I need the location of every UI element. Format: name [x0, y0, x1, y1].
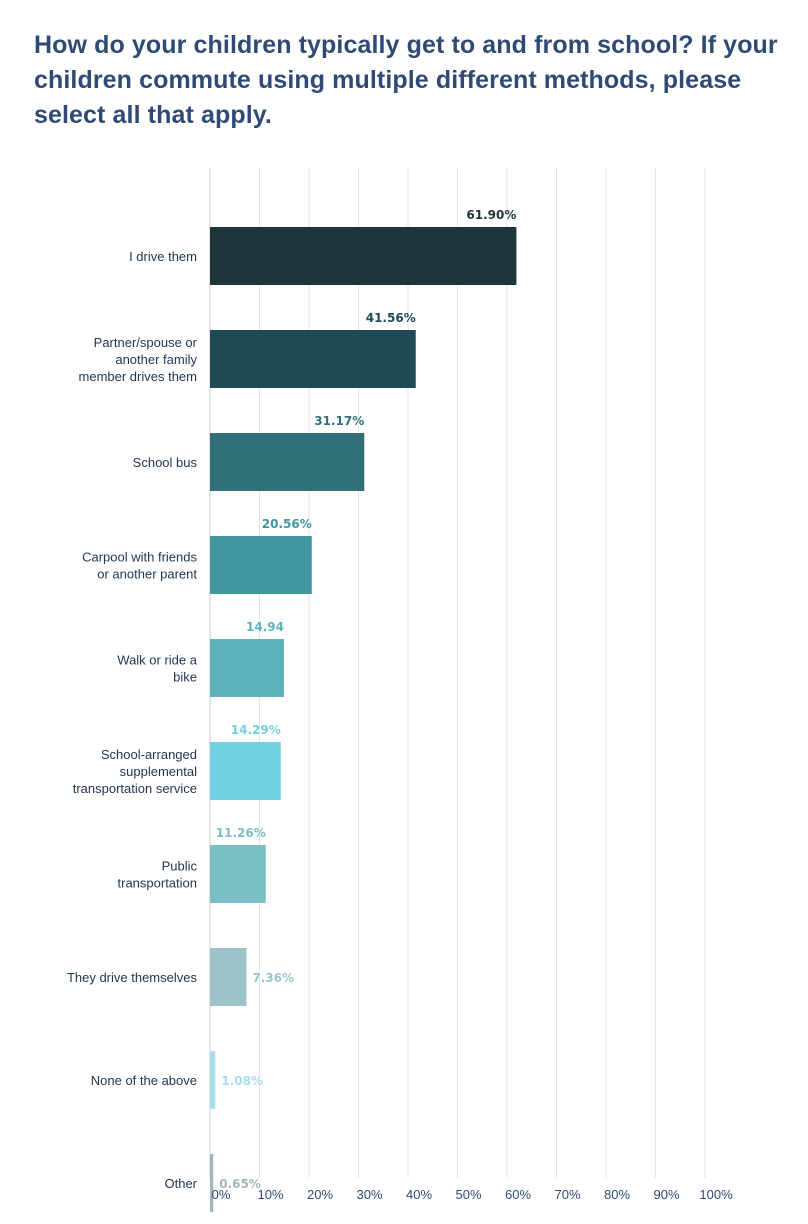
category-label: Carpool with friends or another parent	[82, 550, 197, 582]
value-label: 1.08%	[221, 1074, 263, 1088]
bar	[210, 845, 266, 903]
x-tick-label: 60%	[505, 1187, 531, 1202]
category-label: Walk or ride a bike	[117, 653, 197, 685]
bar	[210, 227, 517, 285]
category-label-line: Walk or ride a	[117, 653, 197, 668]
category-label: Public transportation	[118, 859, 198, 891]
bar	[210, 948, 247, 1006]
value-label: 0.65%	[219, 1177, 261, 1191]
bars	[210, 227, 517, 1212]
bar	[210, 330, 416, 388]
category-label-line: supplemental	[120, 764, 197, 779]
x-tick-label: 100%	[699, 1187, 733, 1202]
x-axis-ticks: 0% 10% 20% 30% 40% 50% 60% 70% 80% 90% 100%	[212, 1187, 733, 1202]
x-tick-label: 40%	[406, 1187, 432, 1202]
category-label-line: or another parent	[97, 567, 197, 582]
category-label-line: I drive them	[129, 249, 197, 264]
value-label: 14.29%	[231, 723, 281, 737]
category-label: None of the above	[91, 1073, 197, 1088]
category-label-line: transportation service	[73, 781, 197, 796]
x-tick-label: 50%	[455, 1187, 481, 1202]
category-label-line: bike	[173, 670, 197, 685]
value-label: 61.90%	[466, 208, 516, 222]
x-tick-label: 30%	[356, 1187, 382, 1202]
value-labels: 61.90% 41.56% 31.17% 20.56% 14.94 14.29% 11.26…	[216, 208, 517, 1191]
value-label: 7.36%	[252, 971, 294, 985]
category-label-line: School bus	[133, 455, 198, 470]
value-label: 41.56%	[366, 311, 416, 325]
category-labels: I drive them Partner/spouse or another fam…	[67, 249, 198, 1191]
category-label: I drive them	[129, 249, 197, 264]
category-label-line: None of the above	[91, 1073, 197, 1088]
bar	[210, 1051, 216, 1109]
value-label: 11.26%	[216, 826, 266, 840]
value-label: 31.17%	[314, 414, 364, 428]
x-tick-label: 80%	[604, 1187, 630, 1202]
value-label: 20.56%	[262, 517, 312, 531]
category-label: Other	[164, 1176, 197, 1191]
bar	[210, 433, 365, 491]
grid-lines	[209, 168, 706, 1178]
bar	[210, 639, 284, 697]
x-tick-label: 10%	[257, 1187, 283, 1202]
x-tick-label: 70%	[554, 1187, 580, 1202]
category-label: Partner/spouse or another family member dr…	[79, 335, 198, 384]
bar	[210, 742, 281, 800]
category-label-line: Other	[164, 1176, 197, 1191]
chart-title: How do your children typically get to an…	[34, 31, 778, 129]
category-label-line: transportation	[118, 876, 198, 891]
category-label-line: They drive themselves	[67, 970, 198, 985]
category-label-line: member drives them	[79, 369, 197, 384]
bar	[210, 536, 312, 594]
category-label: School-arranged supplemental transportatio…	[73, 747, 197, 796]
bar	[210, 1154, 214, 1212]
category-label-line: Partner/spouse or	[94, 335, 198, 350]
x-tick-label: 0%	[212, 1187, 231, 1202]
category-label-line: Carpool with friends	[82, 550, 197, 565]
category-label-line: Public	[162, 859, 198, 874]
category-label: They drive themselves	[67, 970, 198, 985]
category-label: School bus	[133, 455, 198, 470]
category-label-line: School-arranged	[101, 747, 197, 762]
x-tick-label: 20%	[307, 1187, 333, 1202]
x-tick-label: 90%	[653, 1187, 679, 1202]
value-label: 14.94	[246, 620, 284, 634]
category-label-line: another family	[115, 352, 197, 367]
